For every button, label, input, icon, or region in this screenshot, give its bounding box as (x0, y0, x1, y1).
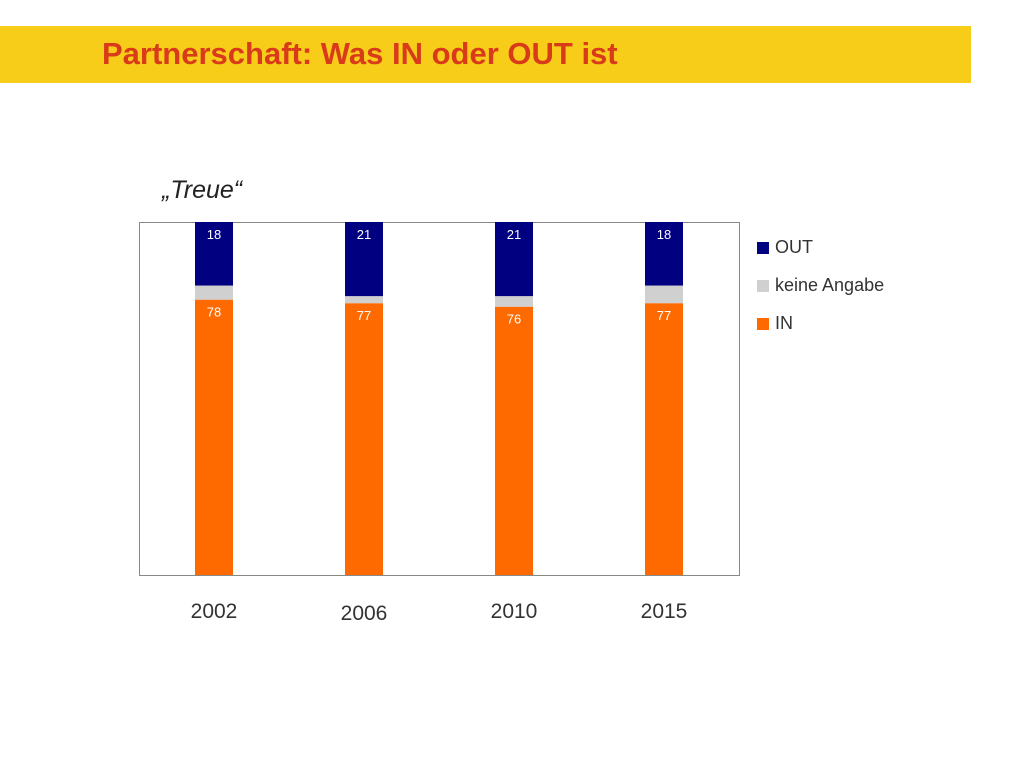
bar-keine-angabe-2002 (195, 285, 233, 300)
bar-in-2006 (345, 303, 383, 575)
x-tick-label-2010: 2010 (490, 600, 538, 623)
legend-item-keine-angabe: keine Angabe (757, 275, 885, 295)
x-tick-label-2015: 2015 (640, 600, 688, 623)
data-label-in-2015: 77 (657, 308, 671, 323)
legend-item-in: IN (757, 313, 884, 333)
legend-swatch-keine-angabe (757, 279, 769, 292)
data-label-in-2010: 76 (507, 312, 521, 327)
legend: OUT keine Angabe IN (757, 237, 885, 352)
bar-out-2015 (645, 222, 683, 286)
bar-out-2002 (195, 222, 233, 286)
legend-label-out: OUT (775, 237, 813, 257)
bars-group (195, 222, 683, 575)
data-label-out-2002: 18 (207, 227, 221, 242)
bar-in-2010 (495, 306, 533, 575)
data-labels-group: 78 18 77 21 76 21 77 18 (207, 227, 671, 327)
plot-area-frame (139, 222, 740, 576)
legend-item-out: OUT (757, 237, 884, 257)
bar-in-2015 (645, 303, 683, 575)
bar-keine-angabe-2015 (645, 285, 683, 304)
legend-swatch-in (757, 317, 769, 330)
bar-keine-angabe-2010 (495, 296, 533, 307)
x-tick-label-2002: 2002 (190, 600, 238, 623)
legend-label-in: IN (775, 313, 793, 333)
bar-out-2006 (345, 222, 383, 297)
legend-swatch-out (757, 241, 769, 254)
title-bar (0, 26, 971, 83)
data-label-in-2006: 77 (357, 308, 371, 323)
bar-out-2010 (495, 222, 533, 297)
bar-in-2002 (195, 299, 233, 575)
data-label-out-2015: 18 (657, 227, 671, 242)
data-label-in-2002: 78 (207, 305, 221, 320)
chart-title: „Treue“ (162, 176, 243, 204)
x-tick-label-2006: 2006 (340, 602, 388, 625)
data-label-out-2006: 21 (357, 227, 371, 242)
bar-keine-angabe-2006 (345, 296, 383, 304)
legend-label-keine-angabe: keine Angabe (775, 275, 885, 295)
page-title: Partnerschaft: Was IN oder OUT ist (102, 36, 618, 71)
data-label-out-2010: 21 (507, 227, 521, 242)
